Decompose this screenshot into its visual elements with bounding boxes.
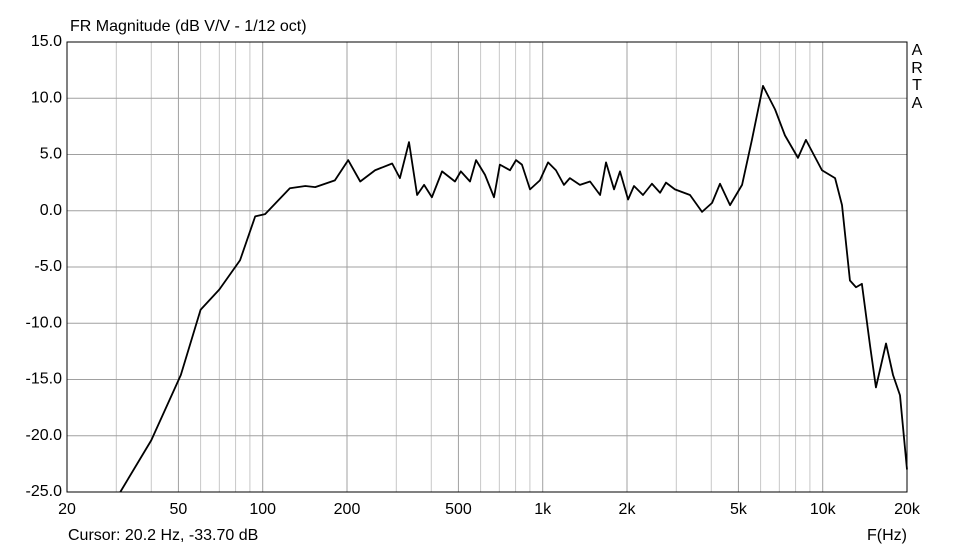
- x-tick-label: 2k: [619, 501, 637, 518]
- x-tick-label: 500: [445, 501, 472, 518]
- y-tick-label: 0.0: [40, 202, 62, 219]
- y-tick-label: -10.0: [26, 314, 63, 331]
- y-tick-label: -25.0: [26, 483, 63, 500]
- x-tick-label: 200: [334, 501, 361, 518]
- x-tick-label: 1k: [534, 501, 552, 518]
- watermark: ARTA: [911, 42, 923, 112]
- chart-title: FR Magnitude (dB V/V - 1/12 oct): [70, 18, 307, 35]
- y-tick-label: 5.0: [40, 146, 62, 163]
- cursor-status: Cursor: 20.2 Hz, -33.70 dB: [68, 527, 258, 544]
- x-tick-label: 50: [170, 501, 188, 518]
- x-axis-label: F(Hz): [867, 527, 907, 544]
- y-tick-label: -5.0: [34, 258, 62, 275]
- y-tick-label: 15.0: [31, 33, 62, 50]
- x-tick-label: 100: [249, 501, 276, 518]
- response-curve: [119, 84, 908, 493]
- x-tick-label: 20: [58, 501, 76, 518]
- y-tick-label: -15.0: [26, 371, 63, 388]
- x-tick-label: 10k: [810, 501, 837, 518]
- plot-frame: [66, 41, 908, 493]
- y-tick-label: 10.0: [31, 89, 62, 106]
- x-tick-label: 20k: [894, 501, 921, 518]
- y-tick-label: -20.0: [26, 427, 63, 444]
- x-tick-label: 5k: [730, 501, 748, 518]
